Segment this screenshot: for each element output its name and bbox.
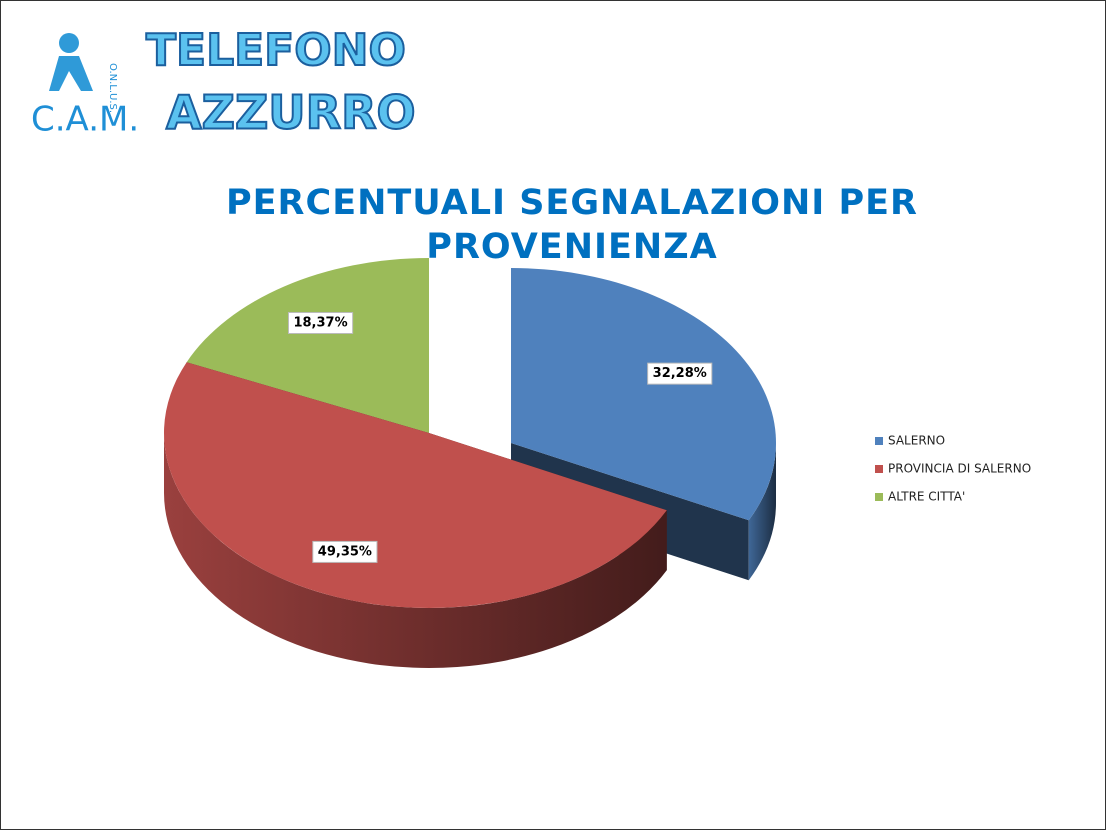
legend-label: PROVINCIA DI SALERNO (888, 462, 1031, 476)
data-label-box (287, 312, 354, 335)
logo: C.A.M. O.N.L.U.S. TELEFONO AZZURRO (31, 24, 417, 141)
legend-label: ALTRE CITTA' (888, 490, 965, 504)
logo-line1: TELEFONO (146, 25, 406, 76)
slice-top (511, 268, 776, 521)
slice-top (163, 362, 667, 609)
data-label-box (647, 362, 713, 385)
slice-side (748, 443, 776, 581)
data-label: 18,37% (293, 316, 347, 331)
logo-line2: AZZURRO (166, 86, 416, 140)
legend-label: SALERNO (888, 434, 945, 448)
legend-swatch (875, 437, 883, 445)
logo-icon (59, 33, 79, 53)
logo-icon (49, 56, 93, 91)
slice-top (186, 258, 429, 433)
legend-swatch (875, 493, 883, 501)
logo-legal: O.N.L.U.S. (107, 63, 118, 113)
data-label: 32,28% (653, 366, 707, 381)
chart-title: PERCENTUALI SEGNALAZIONI PER PROVENIENZA (226, 183, 918, 267)
logo-org: C.A.M. (31, 100, 139, 140)
slice-side (164, 433, 667, 668)
data-label: 49,35% (318, 544, 372, 559)
data-label-box (312, 540, 378, 563)
legend-swatch (875, 465, 883, 473)
slice (163, 362, 667, 668)
